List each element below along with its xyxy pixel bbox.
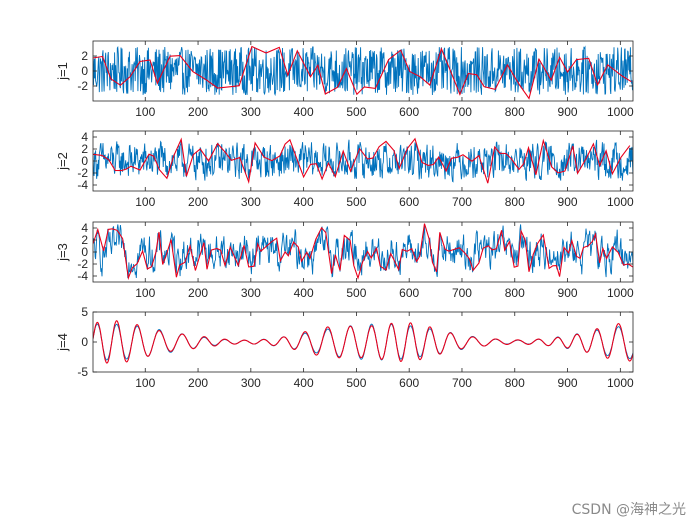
x-tick-label: 500 [346, 105, 366, 119]
x-tick-label: 1000 [607, 286, 634, 300]
x-tick-label: 900 [558, 105, 578, 119]
x-tick-label: 400 [294, 195, 314, 209]
series-line-signal [93, 224, 633, 279]
series-line-reconstruction [93, 223, 633, 281]
x-tick-label: 300 [241, 376, 261, 390]
y-axis-label: j=2 [55, 152, 70, 171]
watermark: CSDN @海神之光 [571, 502, 686, 518]
x-tick-label: 600 [399, 376, 419, 390]
x-tick-label: 800 [505, 376, 525, 390]
y-tick-label: -2 [77, 166, 88, 180]
y-tick-label: -4 [77, 178, 88, 192]
y-tick-label: -4 [77, 269, 88, 283]
x-tick-label: 500 [346, 195, 366, 209]
y-tick-label: 4 [81, 221, 88, 235]
x-tick-label: 500 [346, 376, 366, 390]
series-line-reconstruction [93, 45, 632, 100]
x-tick-label: 300 [241, 286, 261, 300]
y-tick-label: 0 [81, 335, 88, 349]
x-tick-label: 200 [188, 105, 208, 119]
y-tick-label: -5 [77, 365, 88, 379]
x-tick-label: 1000 [607, 105, 634, 119]
x-tick-label: 100 [135, 105, 155, 119]
x-tick-label: 300 [241, 195, 261, 209]
x-tick-label: 100 [135, 195, 155, 209]
axes-background [93, 312, 633, 372]
y-tick-label: 2 [81, 142, 88, 156]
x-tick-label: 400 [294, 286, 314, 300]
x-tick-label: 400 [294, 105, 314, 119]
x-tick-label: 700 [452, 105, 472, 119]
x-tick-label: 100 [135, 376, 155, 390]
subplot-4: 100 200 300 400 500 600 700 800 900 1000 -5 0 5 j=4 [55, 305, 634, 390]
y-tick-label: 0 [81, 64, 88, 78]
x-tick-label: 1000 [607, 376, 634, 390]
x-tick-label: 200 [188, 286, 208, 300]
series-line-signal [93, 45, 633, 97]
x-tick-label: 700 [452, 376, 472, 390]
x-tick-label: 800 [505, 105, 525, 119]
y-tick-label: 4 [81, 130, 88, 144]
x-tick-label: 600 [399, 105, 419, 119]
y-tick-label: 2 [81, 233, 88, 247]
subplot-1: 100 200 300 400 500 600 700 800 900 1000 -202 j=1 [55, 40, 634, 119]
x-tick-label: 200 [188, 195, 208, 209]
y-tick-label: 5 [81, 305, 88, 319]
y-tick-label: -2 [77, 79, 88, 93]
x-tick-label: 600 [399, 286, 419, 300]
x-tick-label: 1000 [607, 195, 634, 209]
y-axis-label: j=1 [55, 62, 70, 81]
x-tick-label: 600 [399, 195, 419, 209]
series-line-reconstruction [93, 320, 633, 364]
x-tick-label: 700 [452, 195, 472, 209]
series-line-reconstruction [93, 137, 631, 185]
y-tick-label: 0 [81, 245, 88, 259]
x-tick-label: 700 [452, 286, 472, 300]
y-tick-label: 0 [81, 154, 88, 168]
x-tick-label: 800 [505, 195, 525, 209]
x-tick-label: 800 [505, 286, 525, 300]
y-axis-label: j=3 [55, 243, 70, 262]
x-tick-label: 300 [241, 105, 261, 119]
x-tick-label: 900 [558, 376, 578, 390]
x-tick-label: 100 [135, 286, 155, 300]
axes-background [93, 222, 633, 282]
x-tick-label: 500 [346, 286, 366, 300]
series-line-signal [93, 139, 633, 183]
y-axis-label: j=4 [55, 333, 70, 352]
x-tick-label: 400 [294, 376, 314, 390]
x-tick-label: 900 [558, 286, 578, 300]
y-tick-label: 2 [81, 49, 88, 63]
y-tick-label: -2 [77, 257, 88, 271]
x-tick-label: 900 [558, 195, 578, 209]
x-tick-label: 200 [188, 376, 208, 390]
